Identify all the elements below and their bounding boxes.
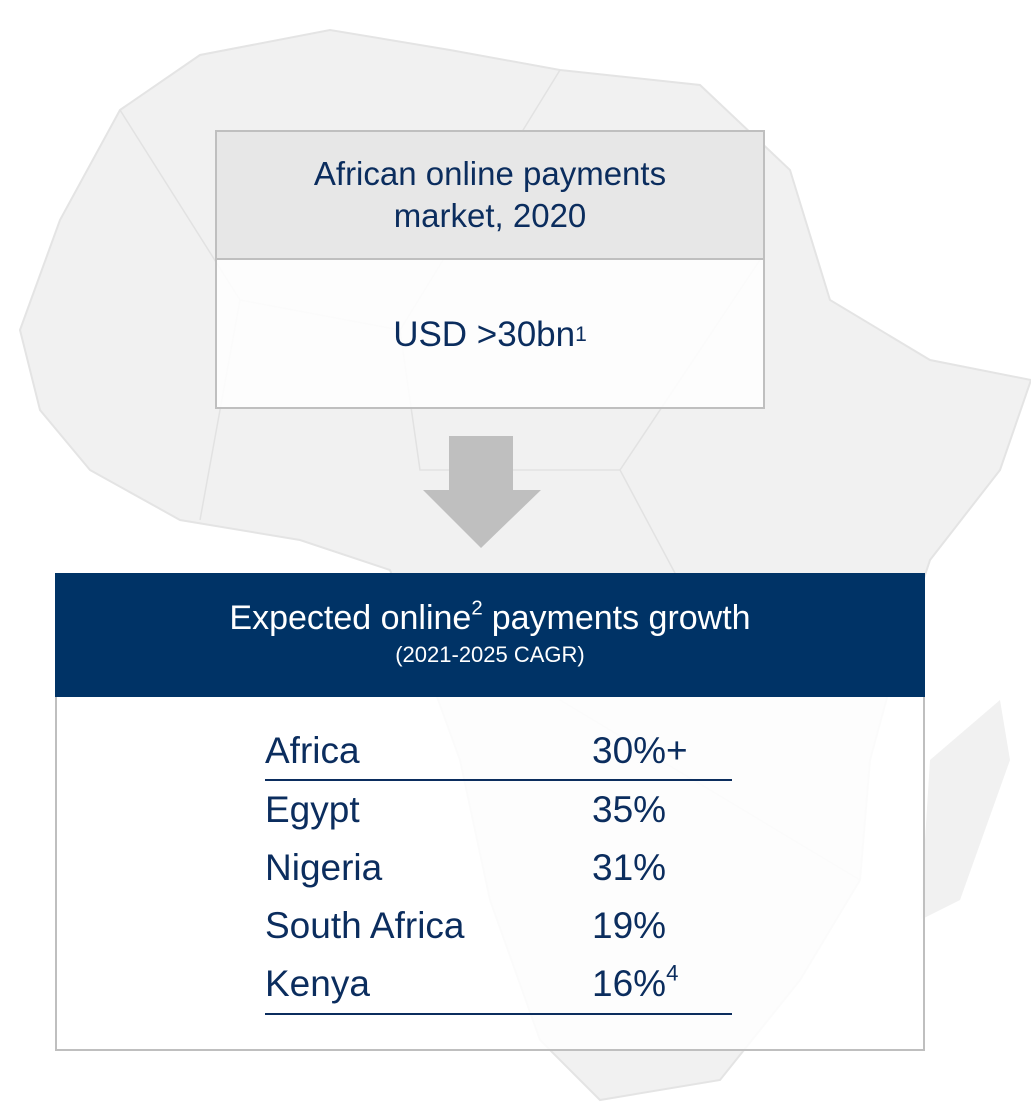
growth-cell: 31% xyxy=(592,847,732,889)
growth-subtitle: (2021-2025 CAGR) xyxy=(395,642,585,667)
country: South Africa xyxy=(265,905,465,946)
table-row: Nigeria 31% xyxy=(265,839,732,897)
country: Nigeria xyxy=(265,847,383,888)
table-header: Africa 30%+ xyxy=(265,723,732,781)
table-row: Egypt 35% xyxy=(265,781,732,839)
market-title: African online payments xyxy=(313,155,667,192)
growth-cell: 35% xyxy=(592,789,732,831)
growth-header: Expected online2 payments growth (2021-20… xyxy=(55,573,925,697)
growth-box: Expected online2 payments growth (2021-20… xyxy=(55,573,925,1051)
growth: 30%+ xyxy=(592,730,688,771)
growth: 35% xyxy=(592,789,667,830)
footnote: 4 xyxy=(666,960,679,986)
footnote: 2 xyxy=(471,597,483,620)
title-text: Expected online xyxy=(229,599,472,637)
market-box: African online payments market, 2020 USD… xyxy=(215,130,765,409)
title-text: payments growth xyxy=(491,599,751,637)
market-title: market, 2020 xyxy=(393,197,587,234)
value-text: USD >30bn xyxy=(393,315,576,354)
country: Egypt xyxy=(265,789,360,830)
country: Kenya xyxy=(265,963,370,1004)
growth-table: Africa 30%+ Egypt 35% Nigeria 31% South Afri… xyxy=(265,723,732,1015)
growth-title: Expected online2 payments growth xyxy=(55,599,925,638)
growth: 19% xyxy=(592,905,667,946)
madagascar xyxy=(920,700,1010,920)
growth: 16% xyxy=(592,963,667,1004)
growth: 31% xyxy=(592,847,667,888)
growth-cell: 16%4 xyxy=(592,960,732,1005)
growth-cell: 19% xyxy=(592,905,732,947)
table-row: Kenya 16%4 xyxy=(265,955,732,1015)
country: Africa xyxy=(265,730,360,771)
market-value: USD >30bn 1 xyxy=(393,315,587,354)
table-row: South Africa 19% xyxy=(265,897,732,955)
market-header: African online payments market, 2020 xyxy=(217,132,763,260)
